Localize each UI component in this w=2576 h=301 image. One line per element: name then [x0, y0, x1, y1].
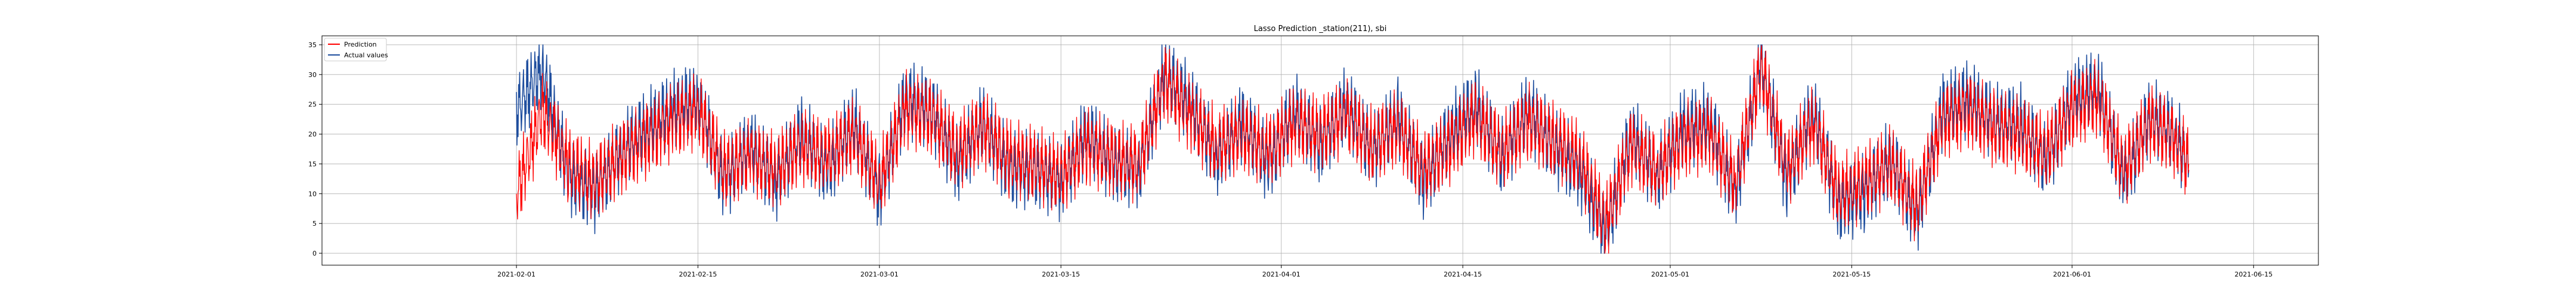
legend-label-actual-values: Actual values	[344, 51, 388, 59]
prediction-series-line	[516, 45, 2190, 254]
x-tick-label: 2021-02-01	[497, 271, 535, 278]
y-tick-label: 25	[308, 101, 317, 109]
plot-area-frame	[321, 35, 2319, 266]
x-tick-label: 2021-05-01	[1651, 271, 1689, 278]
y-axis-ticks: 0 5 10 15 20 25 30 35	[308, 41, 322, 257]
series-lines	[516, 44, 2190, 254]
x-tick-label: 2021-03-01	[860, 271, 899, 278]
y-tick-label: 15	[308, 160, 317, 168]
y-tick-label: 30	[308, 71, 317, 79]
x-tick-label: 2021-06-15	[2234, 271, 2272, 278]
x-tick-label: 2021-05-15	[1832, 271, 1871, 278]
x-tick-label: 2021-04-15	[1444, 271, 1482, 278]
x-axis-ticks: 2021-02-01 2021-02-15 2021-03-01 2021-03-15…	[497, 265, 2272, 278]
x-tick-label: 2021-03-15	[1042, 271, 1080, 278]
y-tick-label: 0	[312, 250, 317, 257]
legend-label-prediction: Prediction	[344, 41, 377, 48]
legend: Prediction Actual values	[324, 38, 388, 62]
y-tick-label: 20	[308, 131, 317, 139]
chart-title: Lasso Prediction _station(211), sbi	[1254, 24, 1387, 33]
y-tick-label: 10	[308, 190, 317, 198]
x-tick-label: 2021-06-01	[2053, 271, 2091, 278]
grid-lines	[322, 36, 2318, 265]
x-tick-label: 2021-02-15	[679, 271, 717, 278]
x-tick-label: 2021-04-01	[1262, 271, 1301, 278]
y-tick-label: 35	[308, 41, 317, 49]
y-tick-label: 5	[312, 220, 317, 228]
